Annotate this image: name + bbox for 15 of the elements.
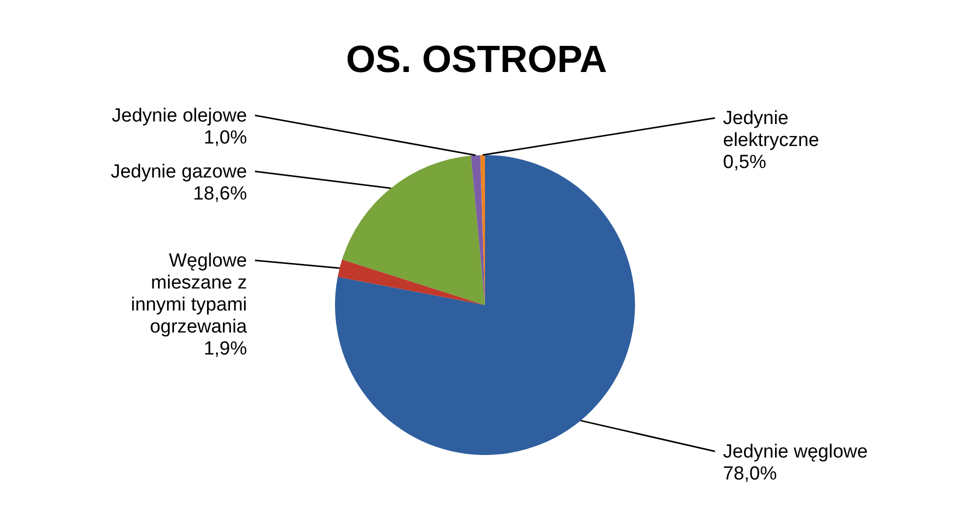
slice-label: Węglowe mieszane z innymi typami ogrzewania bbox=[130, 250, 248, 338]
data-label: 78,0% bbox=[723, 463, 777, 484]
data-label: 0,5% bbox=[723, 152, 766, 173]
slice-label: Jedynie elektryczne bbox=[723, 108, 820, 151]
chart-title: OS. OSTROPA bbox=[346, 39, 608, 81]
slice-label: Jedynie węglowe bbox=[723, 441, 868, 462]
pie-slice bbox=[342, 156, 485, 305]
pie-slice bbox=[338, 260, 485, 305]
pie-slice bbox=[470, 155, 485, 305]
slice-label: Jedynie olejowe bbox=[112, 105, 247, 126]
data-label: 1,9% bbox=[204, 338, 248, 360]
pie-slice bbox=[335, 155, 635, 455]
slice-label: Jedynie gazowe bbox=[110, 161, 247, 182]
data-label: 1,0% bbox=[204, 127, 248, 148]
data-label: 18,6% bbox=[193, 183, 248, 204]
